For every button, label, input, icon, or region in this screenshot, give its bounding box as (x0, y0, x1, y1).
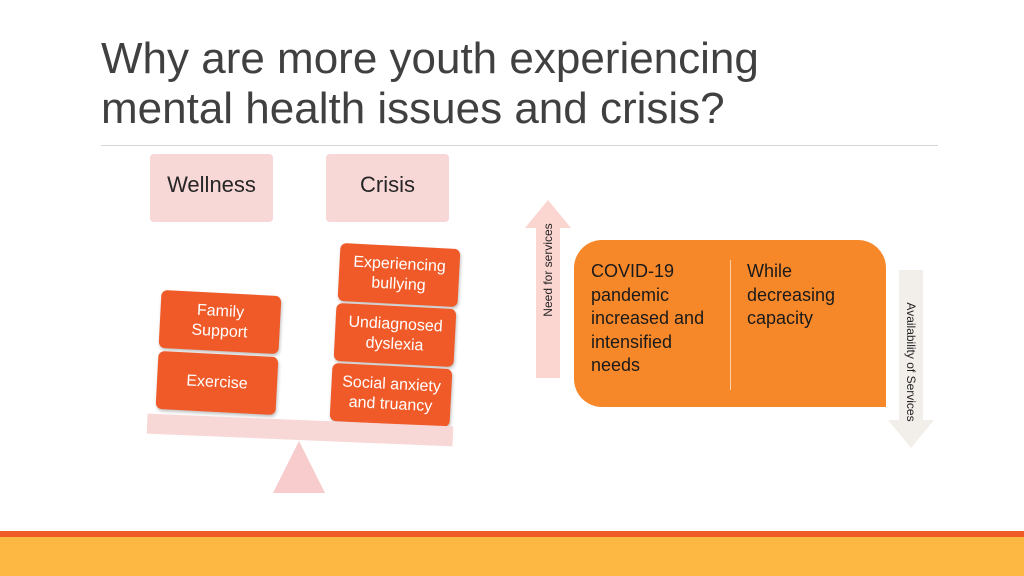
footer-bar (0, 537, 1024, 576)
scale-fulcrum (273, 441, 325, 493)
covid-needs-text: COVID-19 pandemic increased and intensif… (591, 261, 705, 375)
slide-title: Why are more youth experiencing mental h… (101, 34, 921, 134)
weight-undiagnosed-dyslexia: Undiagnosed dyslexia (333, 302, 457, 368)
need-for-services-arrow (525, 200, 571, 378)
availability-of-services-label: Availability of Services (904, 302, 918, 422)
decreasing-capacity-text: While decreasing capacity (747, 261, 836, 328)
covid-impact-card: COVID-19 pandemic increased and intensif… (574, 240, 886, 407)
weight-exercise: Exercise (155, 350, 279, 416)
weight-experiencing-bullying: Experiencing bullying (337, 242, 461, 308)
footer-accent-line (0, 531, 1024, 537)
weight-social-anxiety-truancy: Social anxiety and truancy (329, 362, 453, 428)
title-divider (101, 145, 938, 146)
need-for-services-label: Need for services (541, 223, 555, 317)
weight-family-support: Family Support (158, 289, 282, 355)
availability-of-services-arrow (888, 270, 934, 448)
crisis-label: Crisis (326, 154, 449, 222)
card-divider (730, 260, 731, 390)
title-line-2: mental health issues and crisis? (101, 84, 725, 133)
title-line-1: Why are more youth experiencing (101, 34, 759, 83)
wellness-label: Wellness (150, 154, 273, 222)
